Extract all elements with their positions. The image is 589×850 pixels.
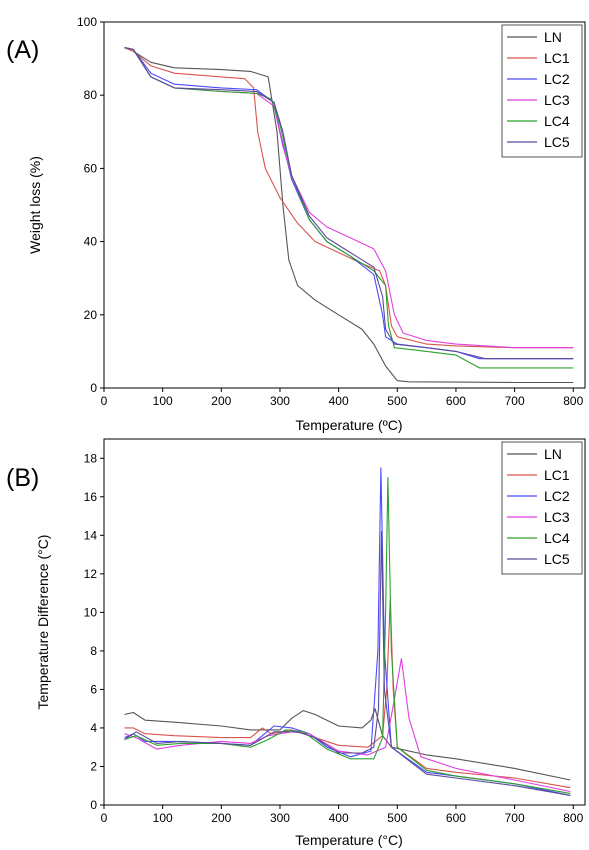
panel-b-x-tick-label: 400 <box>329 811 349 825</box>
panel-a-x-tick-label: 500 <box>387 394 407 408</box>
panel-b-legend-label-lc4: LC4 <box>544 530 570 546</box>
panel-a-legend-label-lc3: LC3 <box>544 92 570 108</box>
panel-b-series-lines <box>124 467 571 796</box>
panel-b-y-tick-label: 6 <box>90 682 97 696</box>
panel-a-series-lines <box>124 47 574 384</box>
panel-b-y-tick-label: 14 <box>84 528 98 542</box>
panel-b-y-tick-label: 8 <box>90 644 97 658</box>
panel-b-label: (B) <box>6 464 39 492</box>
panel-a-legend-label-lc2: LC2 <box>544 71 570 87</box>
panel-b-x-tick-label: 700 <box>505 811 525 825</box>
panel-a-legend-label-lc4: LC4 <box>544 113 570 129</box>
panel-a-series-line-lc5 <box>124 47 574 360</box>
panel-a-series-line-ln <box>124 47 574 384</box>
panel-b-x-tick-label: 200 <box>211 811 231 825</box>
panel-b-legend-box <box>501 441 583 575</box>
panel-a: (A) 0 100 200 300 400 500 600 700 800 0 20 40 60 80 1… <box>6 15 586 433</box>
panel-b-x-tick-label: 500 <box>387 811 407 825</box>
panel-b-x-tick-label: 0 <box>101 811 108 825</box>
panel-b-x-tick-label: 300 <box>270 811 290 825</box>
panel-b-y-tick-label: 0 <box>90 798 97 812</box>
panel-b-series-line-lc5 <box>124 530 571 796</box>
panel-a-legend: LN LC1 LC2 LC3 LC4 LC5 <box>501 24 583 158</box>
panel-b-plot-frame <box>103 438 586 806</box>
panel-a-series-line-lc4 <box>124 47 574 369</box>
panel-a-legend-label-lc1: LC1 <box>544 50 570 66</box>
panel-b-x-tick-label: 800 <box>563 811 583 825</box>
panel-a-x-tick-label: 0 <box>101 394 108 408</box>
panel-a-y-tick-label: 80 <box>84 88 98 102</box>
panel-a-x-tick-label: 300 <box>270 394 290 408</box>
panel-a-y-tick-label: 100 <box>77 15 97 29</box>
panel-b: (B) 0 100 200 300 400 500 600 700 800 0 2 4 6 8 10 12 1… <box>6 438 586 848</box>
panel-a-series-line-lc1 <box>124 47 574 349</box>
panel-a-x-tick-label: 700 <box>505 394 525 408</box>
panel-b-legend-label-ln: LN <box>544 446 562 462</box>
panel-b-x-axis-title: Temperature (°C) <box>295 832 403 848</box>
panel-b-series-line-ln <box>124 708 571 781</box>
panel-b-series-line-lc4 <box>124 476 571 794</box>
panel-a-y-tick-label: 20 <box>84 308 98 322</box>
panel-a-plot-frame <box>103 21 586 389</box>
panel-a-y-ticks: 0 20 40 60 80 100 <box>77 15 104 395</box>
panel-a-x-tick-label: 100 <box>153 394 173 408</box>
panel-b-legend-entries: LN LC1 LC2 LC3 LC4 LC5 <box>507 446 570 567</box>
panel-a-y-tick-label: 60 <box>84 161 98 175</box>
panel-a-y-tick-label: 40 <box>84 235 98 249</box>
panel-b-series-line-lc1 <box>124 598 571 789</box>
panel-a-x-tick-label: 600 <box>446 394 466 408</box>
panel-b-x-tick-label: 100 <box>153 811 173 825</box>
panel-b-y-axis-title: Temperature Difference (°C) <box>35 535 51 710</box>
panel-a-legend-label-lc5: LC5 <box>544 134 570 150</box>
panel-a-y-tick-label: 0 <box>90 381 97 395</box>
panel-a-x-axis-title: Temperature (ºC) <box>295 417 402 433</box>
panel-b-y-tick-label: 12 <box>84 567 98 581</box>
panel-a-label: (A) <box>6 36 39 64</box>
panel-b-y-tick-label: 2 <box>90 759 97 773</box>
panel-b-y-tick-label: 10 <box>84 605 98 619</box>
panel-b-x-tick-label: 600 <box>446 811 466 825</box>
panel-b-legend-label-lc5: LC5 <box>544 551 570 567</box>
panel-b-y-tick-label: 16 <box>84 490 98 504</box>
panel-b-legend-label-lc2: LC2 <box>544 488 570 504</box>
panel-b-y-ticks: 0 2 4 6 8 10 12 14 16 18 <box>84 451 104 812</box>
panel-b-series-line-lc3 <box>124 658 571 793</box>
panel-a-y-axis-title: Weight loss (%) <box>27 156 43 254</box>
panel-b-legend-label-lc3: LC3 <box>544 509 570 525</box>
panel-b-legend-label-lc1: LC1 <box>544 467 570 483</box>
panel-a-legend-box <box>501 24 583 158</box>
panel-a-x-tick-label: 200 <box>211 394 231 408</box>
panel-a-legend-entries: LN LC1 LC2 LC3 LC4 LC5 <box>507 29 570 150</box>
panel-a-x-ticks: 0 100 200 300 400 500 600 700 800 <box>101 388 584 408</box>
panel-b-y-tick-label: 18 <box>84 451 98 465</box>
panel-a-x-tick-label: 400 <box>329 394 349 408</box>
panel-b-y-tick-label: 4 <box>90 721 97 735</box>
panel-a-x-tick-label: 800 <box>563 394 583 408</box>
panel-b-x-ticks: 0 100 200 300 400 500 600 700 800 <box>101 805 584 825</box>
panel-a-legend-label-ln: LN <box>544 29 562 45</box>
panel-b-legend: LN LC1 LC2 LC3 LC4 LC5 <box>501 441 583 575</box>
